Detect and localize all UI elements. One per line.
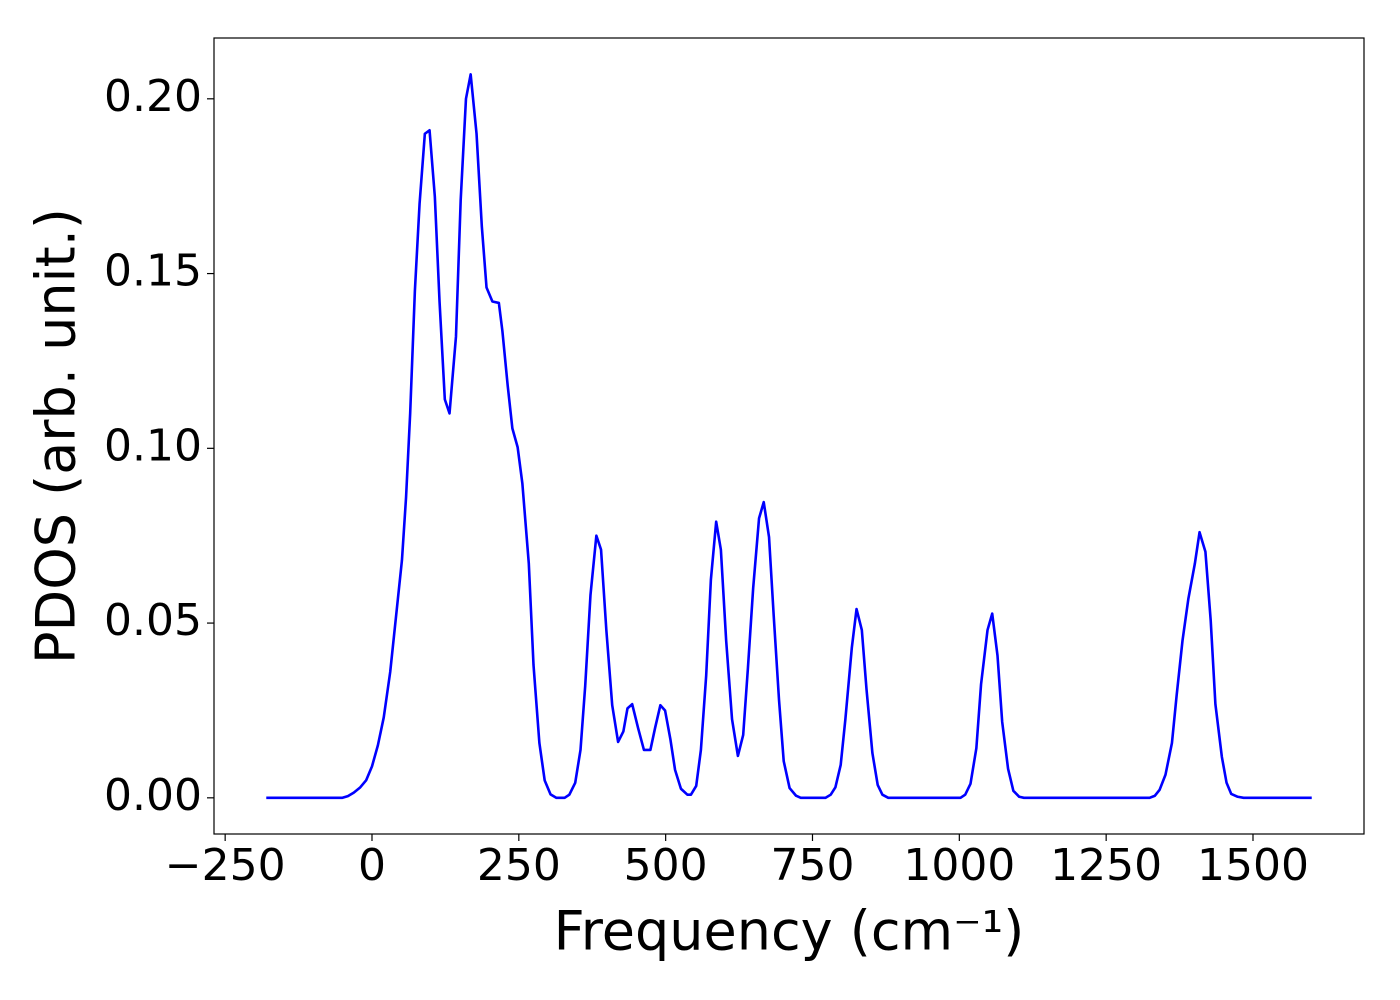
y-tick-label: 0.10 — [104, 420, 202, 471]
y-tick-label: 0.00 — [104, 770, 202, 821]
y-tick-label: 0.20 — [104, 71, 202, 122]
y-tick-label: 0.05 — [104, 595, 202, 646]
x-axis-label: Frequency (cm⁻¹) — [554, 900, 1025, 963]
y-tick-label: 0.15 — [104, 246, 202, 297]
data-line — [266, 73, 1312, 800]
x-tick-label: 0 — [358, 840, 386, 891]
x-tick-label: 1500 — [1197, 840, 1309, 891]
plot-frame — [213, 37, 1365, 835]
x-tick-label: 1250 — [1050, 840, 1162, 891]
x-tick-label: 750 — [771, 840, 855, 891]
x-tick-label: 250 — [477, 840, 561, 891]
x-tick-label: 500 — [624, 840, 708, 891]
x-tick-label: −250 — [165, 840, 286, 891]
x-tick-label: 1000 — [903, 840, 1015, 891]
y-axis-label: PDOS (arb. unit.) — [25, 208, 88, 664]
